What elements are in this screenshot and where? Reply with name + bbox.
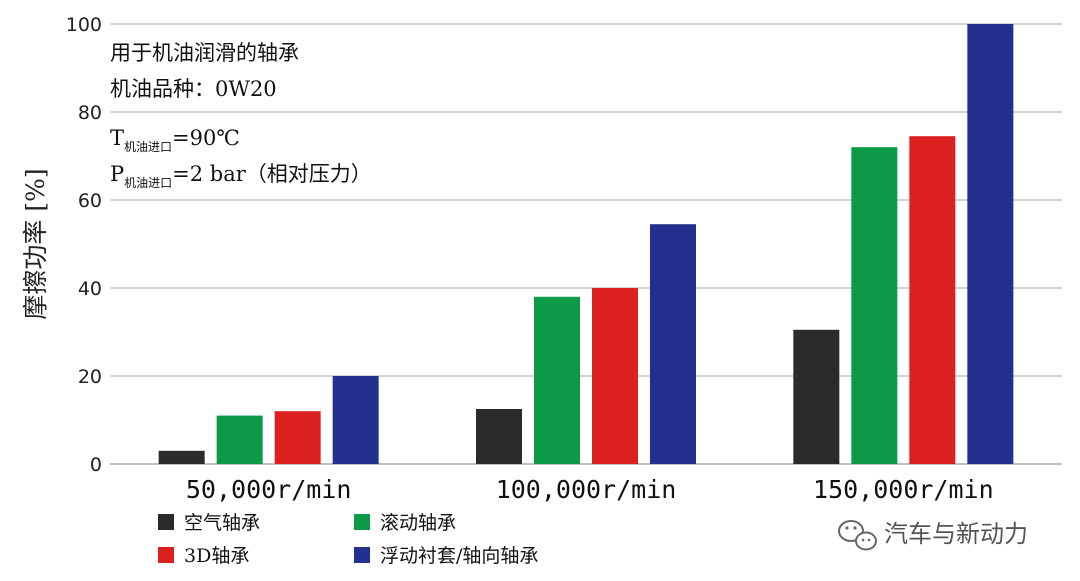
bar bbox=[476, 409, 522, 464]
watermark: 汽车与新动力 bbox=[838, 520, 1028, 551]
legend-label: 浮动衬套/轴向轴承 bbox=[380, 545, 538, 567]
annotation-line-2: 机油品种：0W20 bbox=[110, 77, 277, 101]
bar bbox=[592, 288, 638, 464]
bar bbox=[534, 296, 580, 464]
legend-swatch bbox=[158, 547, 174, 563]
legend-swatch bbox=[158, 514, 174, 530]
y-tick-label: 20 bbox=[78, 366, 102, 388]
bars bbox=[158, 24, 1014, 464]
bar bbox=[274, 411, 321, 464]
legend-swatch bbox=[354, 547, 370, 563]
temperature-value: =90℃ bbox=[172, 126, 240, 150]
x-tick-labels: 50,000r/min 100,000r/min 150,000r/min bbox=[186, 475, 994, 504]
annotation-temperature: T机油进口=90℃ bbox=[110, 126, 240, 154]
y-tick-label: 80 bbox=[78, 102, 102, 124]
legend: 空气轴承 滚动轴承 3D轴承 浮动衬套/轴向轴承 bbox=[158, 512, 538, 567]
bar bbox=[650, 224, 696, 464]
y-tick-label: 0 bbox=[90, 454, 102, 476]
y-tick-label: 40 bbox=[78, 278, 102, 300]
x-tick-label: 100,000r/min bbox=[496, 475, 677, 504]
pressure-subscript: 机油进口 bbox=[124, 176, 172, 190]
legend-label: 3D轴承 bbox=[184, 545, 249, 567]
y-axis-label: 摩擦功率 [%] bbox=[21, 168, 50, 319]
pressure-symbol: P bbox=[110, 162, 124, 186]
annotation-line-1: 用于机油润滑的轴承 bbox=[110, 41, 299, 65]
x-tick-label: 150,000r/min bbox=[813, 475, 994, 504]
annotation-pressure: P机油进口=2 bar（相对压力） bbox=[110, 162, 372, 190]
temperature-symbol: T bbox=[110, 126, 124, 150]
legend-label: 空气轴承 bbox=[184, 512, 260, 534]
legend-swatch bbox=[354, 514, 370, 530]
y-tick-label: 60 bbox=[78, 190, 102, 212]
annotation-block: 用于机油润滑的轴承 机油品种：0W20 T机油进口=90℃ P机油进口=2 ba… bbox=[110, 41, 372, 190]
bar bbox=[909, 136, 956, 464]
bar bbox=[216, 415, 263, 464]
y-tick-labels: 0 20 40 60 80 100 bbox=[66, 14, 102, 476]
bar bbox=[158, 450, 205, 464]
wechat-icon bbox=[838, 520, 877, 551]
bar bbox=[851, 147, 898, 464]
legend-label: 滚动轴承 bbox=[380, 512, 456, 534]
x-tick-label: 50,000r/min bbox=[186, 475, 352, 504]
watermark-text: 汽车与新动力 bbox=[884, 520, 1028, 548]
bar bbox=[793, 329, 840, 464]
bar bbox=[967, 24, 1014, 464]
temperature-subscript: 机油进口 bbox=[124, 140, 172, 154]
pressure-value: =2 bar（相对压力） bbox=[172, 162, 372, 186]
y-tick-label: 100 bbox=[66, 14, 102, 36]
grid-lines bbox=[110, 23, 1062, 465]
bar bbox=[332, 376, 379, 464]
